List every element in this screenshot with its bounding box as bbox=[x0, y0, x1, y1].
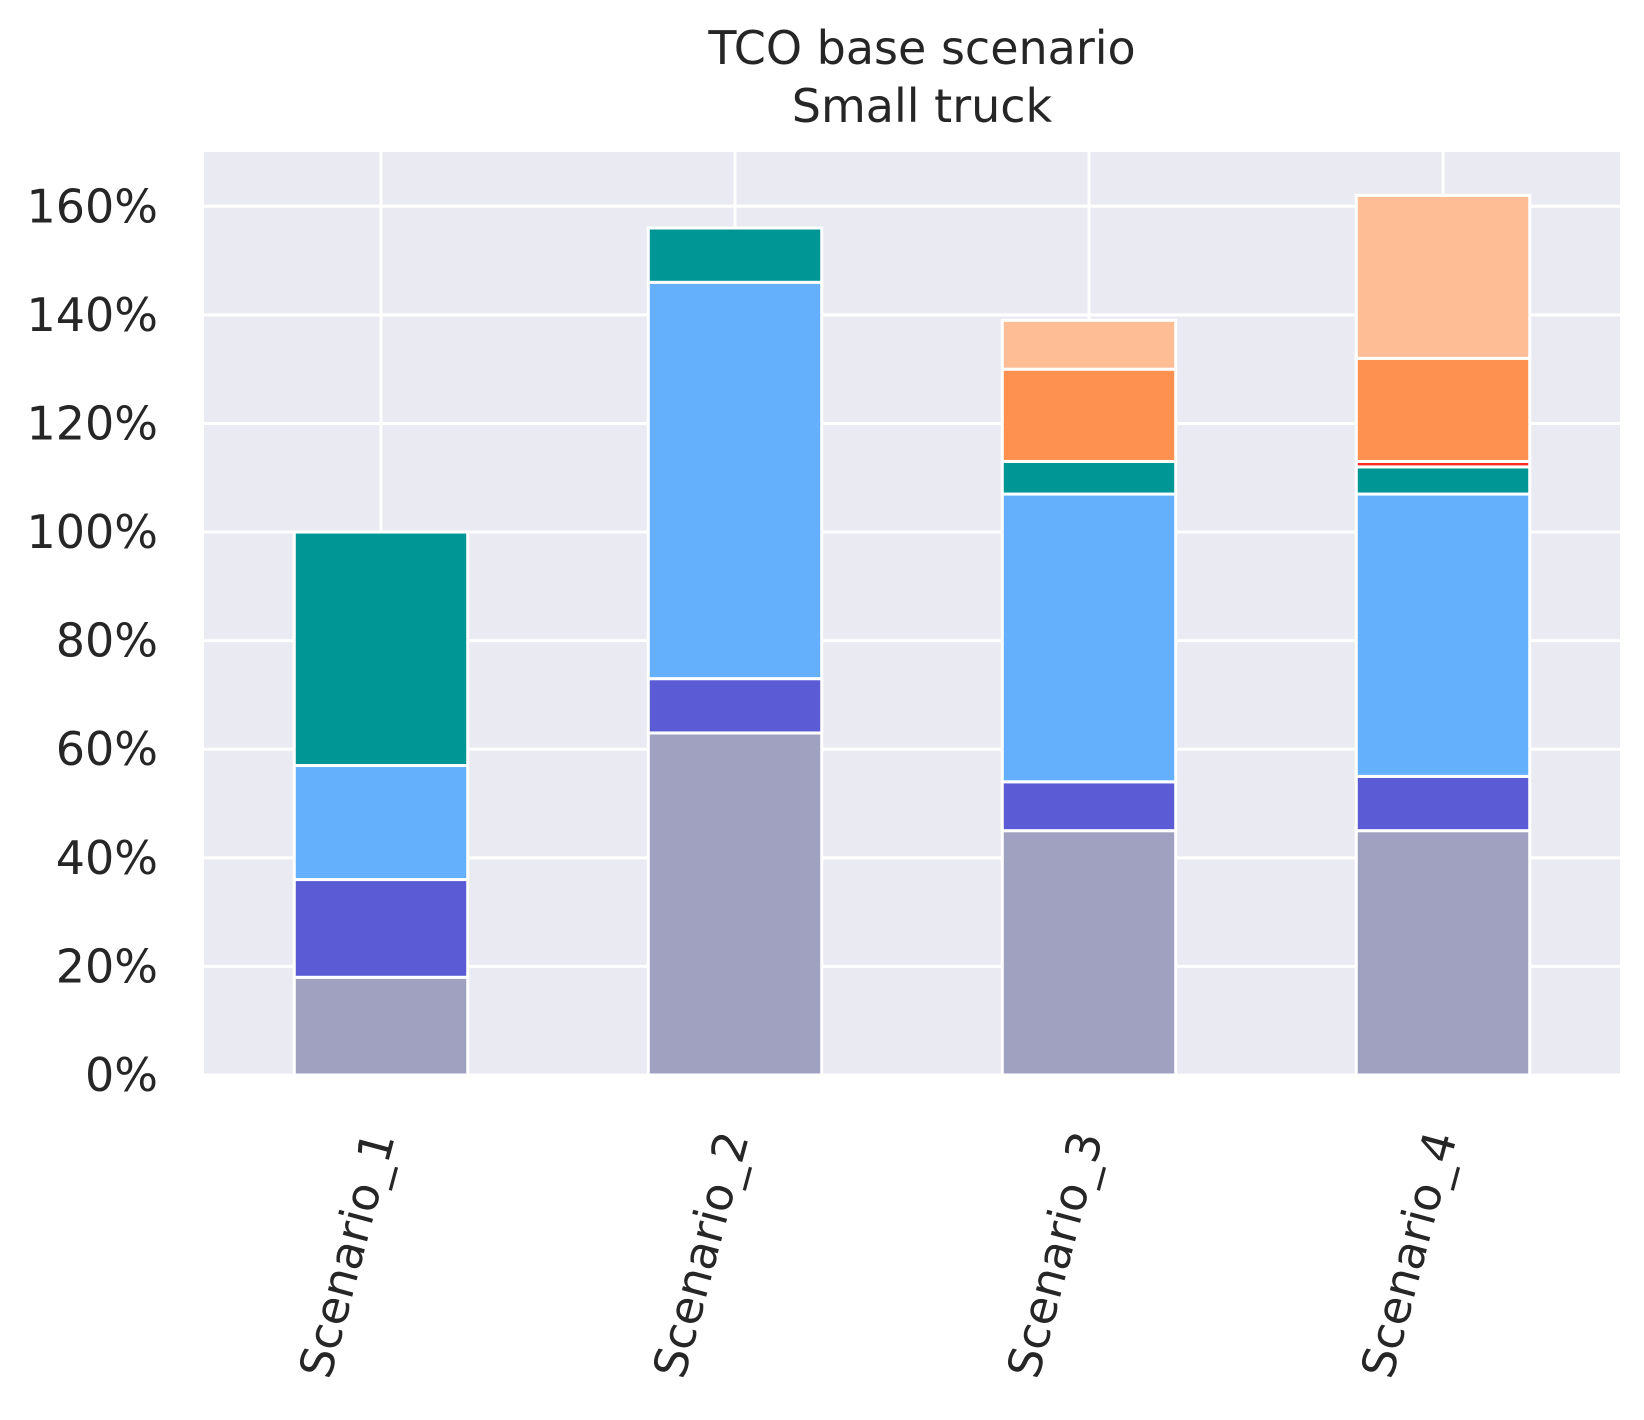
y-tick-label: 160% bbox=[26, 179, 158, 233]
bar-segment bbox=[646, 677, 824, 735]
bar-segment bbox=[292, 975, 470, 1077]
bar-segment bbox=[1354, 829, 1532, 1077]
bar-segment bbox=[646, 226, 824, 284]
y-tick-label: 0% bbox=[85, 1048, 158, 1102]
bar-segment bbox=[1000, 318, 1178, 371]
y-tick-label: 100% bbox=[26, 505, 158, 559]
x-tick-label: Scenario_1 bbox=[288, 1126, 405, 1384]
bar-segment bbox=[1354, 492, 1532, 778]
bar-stack bbox=[292, 530, 470, 1077]
chart-title: TCO base scenario bbox=[707, 21, 1135, 75]
bar-segment bbox=[1000, 367, 1178, 463]
y-tick-label: 20% bbox=[56, 939, 158, 993]
bar-stack bbox=[1000, 318, 1178, 1077]
bar-segment bbox=[1354, 465, 1532, 496]
y-tick-label: 40% bbox=[56, 831, 158, 885]
x-tick-label: Scenario_4 bbox=[1350, 1126, 1467, 1384]
y-tick-label: 120% bbox=[26, 396, 158, 450]
chart-subtitle: Small truck bbox=[792, 79, 1053, 133]
bar-stack bbox=[646, 226, 824, 1077]
bar-segment bbox=[292, 878, 470, 979]
bar-segment bbox=[646, 731, 824, 1077]
bar-segment bbox=[1000, 459, 1178, 496]
y-tick-label: 60% bbox=[56, 722, 158, 776]
bar-segment bbox=[292, 530, 470, 768]
bar-stack bbox=[1354, 193, 1532, 1077]
y-tick-label: 80% bbox=[56, 614, 158, 668]
bar-segment bbox=[1354, 193, 1532, 360]
bar-segment bbox=[1000, 492, 1178, 784]
bar-segment bbox=[1354, 356, 1532, 463]
bar-segment bbox=[292, 764, 470, 882]
bar-segment bbox=[1354, 774, 1532, 833]
bar-segment bbox=[646, 280, 824, 681]
bar-segment bbox=[1000, 829, 1178, 1077]
x-tick-label: Scenario_2 bbox=[642, 1126, 759, 1384]
plot-area bbox=[204, 152, 1620, 1077]
bar-segment bbox=[1000, 780, 1178, 833]
y-tick-label: 140% bbox=[26, 288, 158, 342]
x-tick-label: Scenario_3 bbox=[996, 1126, 1113, 1384]
